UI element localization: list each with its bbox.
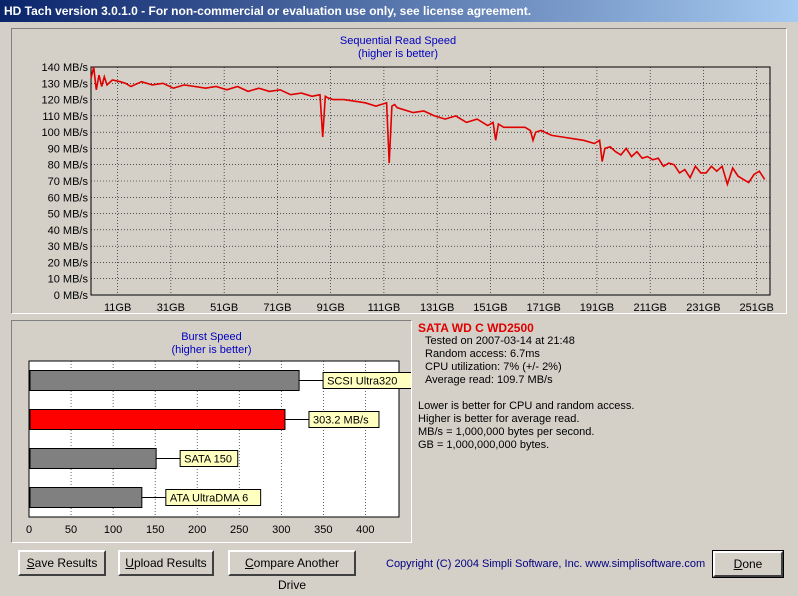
read-ytick-label: 140 MB/s: [42, 62, 89, 74]
burst-xtick-label: 400: [356, 524, 374, 536]
average-read: Average read: 109.7 MB/s: [425, 374, 553, 386]
burst-xtick-label: 150: [146, 524, 164, 536]
note-average: Higher is better for average read.: [418, 413, 580, 425]
read-ytick-label: 30 MB/s: [48, 241, 89, 253]
read-ytick-label: 110 MB/s: [42, 111, 88, 123]
upload-results-mnemonic: U: [125, 556, 134, 570]
save-results-label: ave Results: [34, 556, 98, 570]
read-ytick-label: 0 MB/s: [54, 290, 89, 302]
burst-xtick-label: 200: [188, 524, 206, 536]
read-ytick-label: 80 MB/s: [48, 160, 89, 172]
read-ytick-label: 60 MB/s: [48, 192, 89, 204]
read-xtick-label: 91GB: [317, 302, 345, 313]
window-title-bar[interactable]: HD Tach version 3.0.1.0 - For non-commer…: [0, 0, 798, 22]
tested-on: Tested on 2007-03-14 at 21:48: [425, 335, 575, 347]
burst-xtick-label: 100: [104, 524, 122, 536]
compare-drive-label: ompare Another Drive: [253, 556, 340, 592]
read-ytick-label: 130 MB/s: [42, 78, 89, 90]
note-cpu: Lower is better for CPU and random acces…: [418, 400, 635, 412]
burst-chart-title: Burst Speed (higher is better): [12, 331, 411, 357]
burst-bar: [29, 448, 157, 469]
drive-name: SATA WD C WD2500: [418, 321, 534, 335]
read-speed-chart: 0 MB/s 10 MB/s 20 MB/s 30 MB/s 40 MB/s 50 MB/…: [42, 62, 774, 313]
read-chart-title: Sequential Read Speed (higher is better): [12, 35, 784, 61]
burst-bar: [29, 409, 286, 430]
burst-bar: [29, 487, 143, 508]
read-ytick-label: 100 MB/s: [42, 127, 89, 139]
window-title: HD Tach version 3.0.1.0 - For non-commer…: [4, 4, 532, 18]
read-xtick-label: 251GB: [740, 302, 774, 313]
burst-xtick-label: 350: [314, 524, 332, 536]
random-access: Random access: 6.7ms: [425, 348, 540, 360]
burst-label-box: [322, 372, 411, 389]
read-ytick-label: 50 MB/s: [48, 209, 89, 221]
done-mnemonic: D: [733, 557, 743, 571]
compare-drive-mnemonic: C: [244, 556, 254, 570]
read-chart-title-text: Sequential Read Speed: [339, 35, 457, 47]
read-xtick-label: 131GB: [420, 302, 454, 313]
save-results-button[interactable]: Save Results: [18, 550, 106, 576]
read-xtick-label: 51GB: [210, 302, 238, 313]
burst-speed-chart: 0 50 100 150 200 250 300 350 400 SCSI Ultra320 303…: [26, 360, 411, 536]
burst-xtick-label: 0: [26, 524, 32, 536]
compare-drive-button[interactable]: Compare Another Drive: [228, 550, 356, 592]
read-xtick-label: 31GB: [157, 302, 185, 313]
burst-xtick-label: 250: [230, 524, 248, 536]
burst-xtick-label: 50: [65, 524, 77, 536]
done-label: one: [742, 557, 763, 571]
note-gb: GB = 1,000,000,000 bytes.: [418, 439, 550, 451]
read-xtick-label: 171GB: [527, 302, 561, 313]
read-ytick-label: 70 MB/s: [48, 176, 89, 188]
save-results-mnemonic: S: [26, 556, 35, 570]
read-xtick-label: 71GB: [263, 302, 291, 313]
read-xtick-label: 11GB: [104, 302, 131, 313]
burst-bar-label: 303.2 MB/s: [313, 415, 369, 427]
burst-bar-label: SATA 150: [184, 454, 232, 466]
read-xtick-label: 231GB: [686, 302, 720, 313]
cpu-utilization: CPU utilization: 7% (+/- 2%): [425, 361, 562, 373]
read-xtick-label: 191GB: [580, 302, 614, 313]
upload-results-label: pload Results: [133, 556, 207, 570]
burst-chart-title-text: Burst Speed: [181, 331, 242, 343]
read-ytick-label: 20 MB/s: [48, 257, 89, 269]
burst-bar-label: ATA UltraDMA 6: [170, 493, 248, 505]
burst-label-box: [179, 450, 239, 467]
copyright: Copyright (C) 2004 Simpli Software, Inc.…: [386, 558, 706, 570]
read-ytick-label: 120 MB/s: [42, 95, 89, 107]
read-chart-subtitle: (higher is better): [357, 48, 439, 60]
burst-xtick-label: 300: [272, 524, 290, 536]
read-xtick-label: 111GB: [368, 302, 401, 313]
drive-info: SATA WD C WD2500 Tested on 2007-03-14 at…: [418, 322, 788, 452]
read-xtick-label: 151GB: [473, 302, 507, 313]
upload-results-button[interactable]: Upload Results: [118, 550, 214, 576]
read-ytick-label: 90 MB/s: [48, 143, 89, 155]
burst-bar-label: SCSI Ultra320: [327, 376, 397, 388]
read-ytick-label: 40 MB/s: [48, 225, 89, 237]
read-xtick-label: 211GB: [633, 302, 666, 313]
done-button[interactable]: Done: [712, 550, 784, 578]
read-ytick-label: 10 MB/s: [48, 274, 89, 286]
burst-chart-subtitle: (higher is better): [171, 344, 252, 356]
sequential-read-panel: Sequential Read Speed (higher is better)…: [11, 28, 787, 314]
burst-label-box: [308, 411, 380, 428]
burst-bar: [29, 370, 300, 391]
note-mbs: MB/s = 1,000,000 bytes per second.: [418, 426, 595, 438]
burst-label-box: [165, 489, 262, 506]
burst-speed-panel: Burst Speed (higher is better) 0 50 100 150…: [11, 320, 412, 543]
read-speed-line: [90, 66, 766, 188]
